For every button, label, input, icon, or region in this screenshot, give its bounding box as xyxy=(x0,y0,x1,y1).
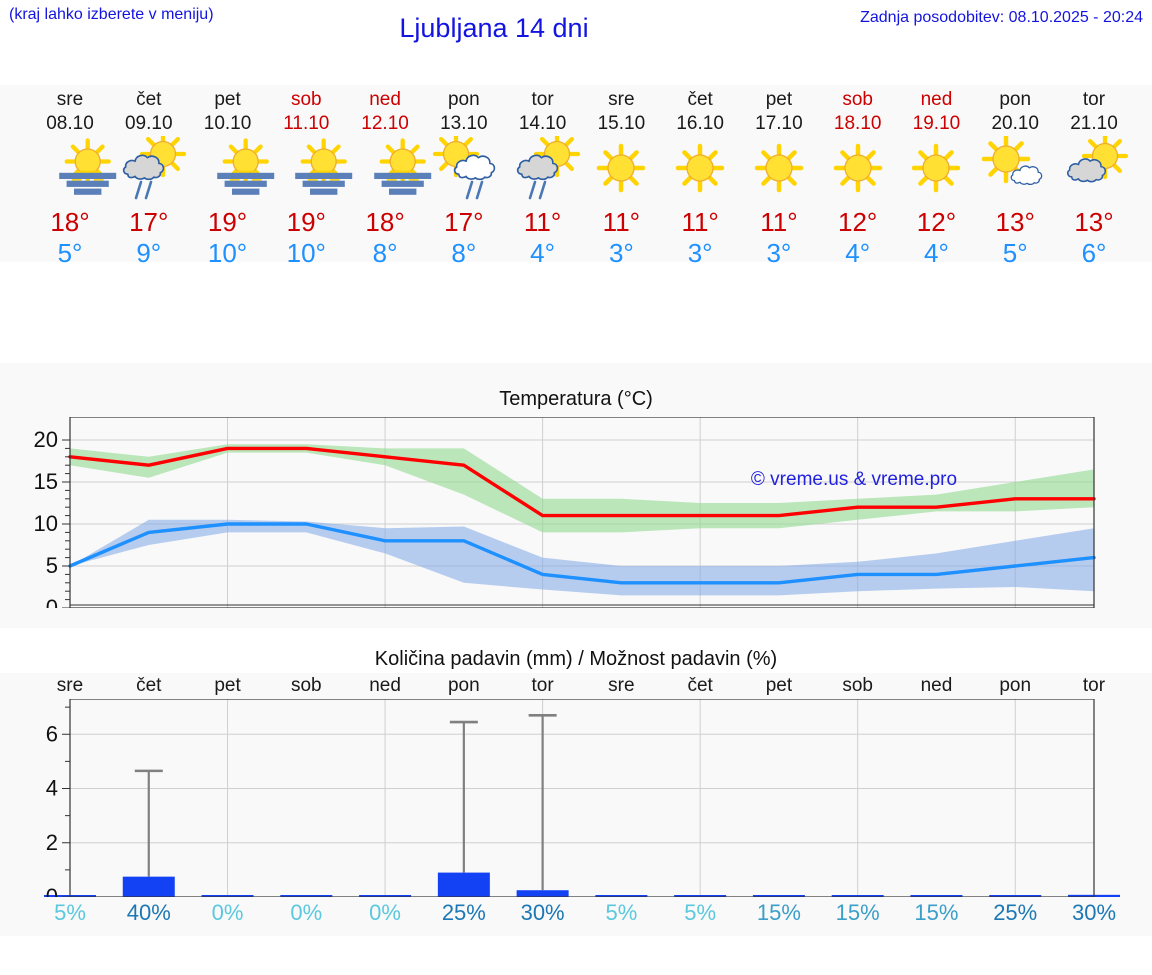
svg-text:© vreme.us & vreme.pro: © vreme.us & vreme.pro xyxy=(751,469,957,490)
svg-text:6: 6 xyxy=(46,721,58,746)
svg-text:0: 0 xyxy=(46,595,58,608)
svg-text:10: 10 xyxy=(34,511,58,536)
svg-text:2: 2 xyxy=(46,830,58,855)
svg-text:4: 4 xyxy=(46,776,58,801)
svg-text:15: 15 xyxy=(34,469,58,494)
svg-text:20: 20 xyxy=(34,427,58,452)
svg-text:5: 5 xyxy=(46,553,58,578)
svg-text:0: 0 xyxy=(46,884,58,897)
